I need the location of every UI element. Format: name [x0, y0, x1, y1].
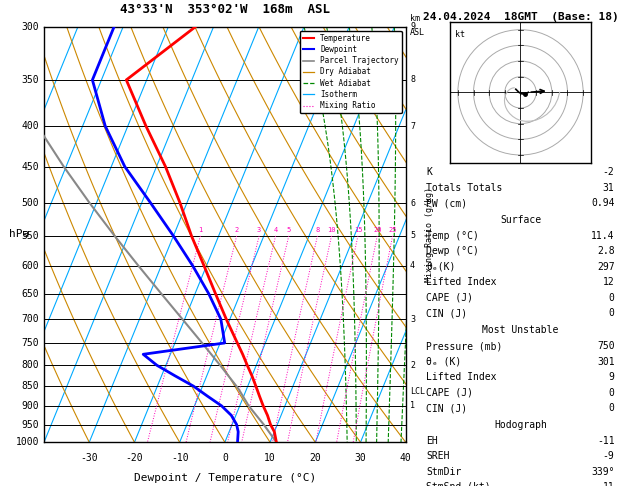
Text: 300: 300	[22, 22, 40, 32]
Text: 0: 0	[222, 452, 228, 463]
Text: 5: 5	[410, 231, 415, 241]
Text: -11: -11	[597, 436, 615, 446]
Text: 8: 8	[315, 226, 320, 233]
Text: StmSpd (kt): StmSpd (kt)	[426, 483, 491, 486]
Text: Lifted Index: Lifted Index	[426, 372, 497, 382]
Text: 650: 650	[22, 289, 40, 298]
Text: 1000: 1000	[16, 437, 40, 447]
Text: 3: 3	[410, 314, 415, 324]
Text: LCL: LCL	[410, 386, 425, 396]
Text: 20: 20	[309, 452, 321, 463]
Text: Surface: Surface	[500, 215, 541, 225]
Text: 2.8: 2.8	[597, 246, 615, 256]
Text: 297: 297	[597, 262, 615, 272]
Text: 500: 500	[22, 198, 40, 208]
Text: 40: 40	[400, 452, 411, 463]
Text: 301: 301	[597, 357, 615, 366]
Text: Lifted Index: Lifted Index	[426, 278, 497, 287]
Text: Mixing Ratio (g/kg): Mixing Ratio (g/kg)	[425, 187, 434, 282]
Text: 9: 9	[609, 372, 615, 382]
Text: km: km	[410, 14, 420, 22]
Text: 10: 10	[327, 226, 336, 233]
Text: 31: 31	[603, 183, 615, 192]
Text: 1: 1	[198, 226, 203, 233]
Text: 0: 0	[609, 388, 615, 398]
Text: 0: 0	[609, 403, 615, 413]
Text: 4: 4	[274, 226, 278, 233]
Text: 750: 750	[22, 338, 40, 348]
Text: hPa: hPa	[9, 229, 29, 240]
Text: 450: 450	[22, 162, 40, 172]
Text: kt: kt	[455, 30, 465, 39]
Text: 4: 4	[410, 261, 415, 270]
Text: -30: -30	[81, 452, 98, 463]
Text: -9: -9	[603, 451, 615, 461]
Text: 1: 1	[410, 401, 415, 410]
Text: 700: 700	[22, 314, 40, 324]
Text: 0: 0	[609, 293, 615, 303]
Text: 7: 7	[410, 122, 415, 131]
Text: -10: -10	[171, 452, 189, 463]
Text: 11: 11	[603, 483, 615, 486]
Text: 850: 850	[22, 381, 40, 391]
Text: 11.4: 11.4	[591, 231, 615, 241]
Text: 600: 600	[22, 261, 40, 271]
Text: -2: -2	[603, 167, 615, 177]
Text: Temp (°C): Temp (°C)	[426, 231, 479, 241]
Text: 9: 9	[410, 22, 415, 31]
Text: 25: 25	[388, 226, 397, 233]
Text: -20: -20	[126, 452, 143, 463]
Text: 15: 15	[353, 226, 362, 233]
Text: SREH: SREH	[426, 451, 450, 461]
Text: 2: 2	[235, 226, 239, 233]
Legend: Temperature, Dewpoint, Parcel Trajectory, Dry Adiabat, Wet Adiabat, Isotherm, Mi: Temperature, Dewpoint, Parcel Trajectory…	[299, 31, 402, 113]
Text: 43°33'N  353°02'W  168m  ASL: 43°33'N 353°02'W 168m ASL	[120, 3, 330, 17]
Text: ASL: ASL	[410, 28, 425, 37]
Text: CAPE (J): CAPE (J)	[426, 388, 474, 398]
Text: θₑ (K): θₑ (K)	[426, 357, 462, 366]
Text: 800: 800	[22, 360, 40, 370]
Text: 2: 2	[410, 361, 415, 370]
Text: 24.04.2024  18GMT  (Base: 18): 24.04.2024 18GMT (Base: 18)	[423, 12, 618, 22]
Text: 400: 400	[22, 121, 40, 131]
Text: 350: 350	[22, 75, 40, 85]
Text: 3: 3	[257, 226, 261, 233]
Text: CIN (J): CIN (J)	[426, 403, 467, 413]
Text: StmDir: StmDir	[426, 467, 462, 477]
Text: 750: 750	[597, 341, 615, 351]
Text: 0: 0	[609, 309, 615, 318]
Text: 6: 6	[410, 199, 415, 208]
Text: 5: 5	[287, 226, 291, 233]
Text: 12: 12	[603, 278, 615, 287]
Text: Most Unstable: Most Unstable	[482, 326, 559, 335]
Text: K: K	[426, 167, 432, 177]
Text: CAPE (J): CAPE (J)	[426, 293, 474, 303]
Text: 900: 900	[22, 401, 40, 411]
Text: PW (cm): PW (cm)	[426, 198, 467, 208]
Text: EH: EH	[426, 436, 438, 446]
Text: 10: 10	[264, 452, 276, 463]
Text: Dewp (°C): Dewp (°C)	[426, 246, 479, 256]
Text: 950: 950	[22, 419, 40, 430]
Text: 339°: 339°	[591, 467, 615, 477]
Text: Hodograph: Hodograph	[494, 420, 547, 430]
Text: Pressure (mb): Pressure (mb)	[426, 341, 503, 351]
Text: CIN (J): CIN (J)	[426, 309, 467, 318]
Text: 0.94: 0.94	[591, 198, 615, 208]
Text: Dewpoint / Temperature (°C): Dewpoint / Temperature (°C)	[134, 473, 316, 484]
Text: Totals Totals: Totals Totals	[426, 183, 503, 192]
Text: 8: 8	[410, 75, 415, 85]
Text: 550: 550	[22, 231, 40, 241]
Text: θₑ(K): θₑ(K)	[426, 262, 456, 272]
Text: 30: 30	[355, 452, 366, 463]
Text: 20: 20	[373, 226, 382, 233]
